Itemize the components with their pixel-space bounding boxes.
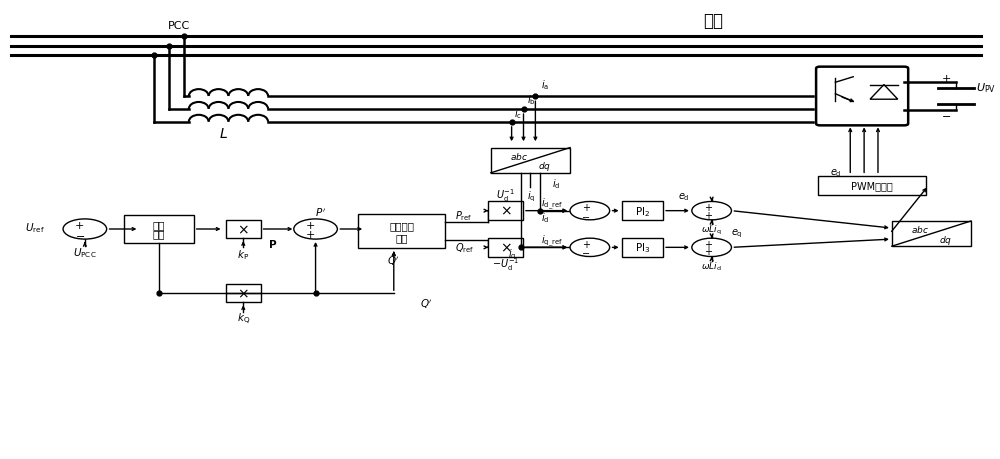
Text: $\mathrm{PI}_3$: $\mathrm{PI}_3$ bbox=[635, 241, 650, 255]
Text: $\times$: $\times$ bbox=[237, 223, 249, 236]
Text: $P'$: $P'$ bbox=[315, 206, 326, 218]
Bar bbox=[488, 239, 523, 257]
Text: $abc$: $abc$ bbox=[510, 151, 528, 162]
Text: PCC: PCC bbox=[168, 21, 190, 31]
Bar bbox=[226, 220, 261, 239]
Circle shape bbox=[570, 202, 610, 220]
Text: $e_{\rm q}$: $e_{\rm q}$ bbox=[731, 227, 742, 239]
Circle shape bbox=[692, 239, 731, 257]
Text: $Q'$: $Q'$ bbox=[387, 254, 400, 267]
Bar bbox=[358, 215, 445, 249]
Text: $P_{\rm ref}$: $P_{\rm ref}$ bbox=[455, 209, 473, 223]
Text: $-U_{\rm d}^{-1}$: $-U_{\rm d}^{-1}$ bbox=[492, 256, 519, 272]
Text: $i_{\rm q}$: $i_{\rm q}$ bbox=[508, 247, 517, 262]
Text: $U_{\rm PV}$: $U_{\rm PV}$ bbox=[976, 81, 996, 95]
Text: +: + bbox=[582, 202, 590, 213]
Text: $i_{\rm c}$: $i_{\rm c}$ bbox=[514, 107, 522, 121]
Circle shape bbox=[570, 239, 610, 257]
Text: $\mathbf{P}$: $\mathbf{P}$ bbox=[268, 237, 278, 249]
Bar bbox=[488, 202, 523, 220]
Circle shape bbox=[294, 219, 337, 240]
Text: $\times$: $\times$ bbox=[500, 204, 512, 218]
Text: $i_{\rm q}$: $i_{\rm q}$ bbox=[527, 189, 536, 203]
Text: $\omega L i_{\rm d}$: $\omega L i_{\rm d}$ bbox=[701, 260, 722, 272]
Text: $k_{\rm Q}$: $k_{\rm Q}$ bbox=[237, 311, 250, 326]
Bar bbox=[491, 148, 570, 174]
Text: $k_{\rm P}$: $k_{\rm P}$ bbox=[237, 248, 249, 262]
Bar bbox=[124, 216, 194, 243]
Text: $i_{\rm d}$: $i_{\rm d}$ bbox=[552, 177, 561, 190]
Text: $U_{\rm PCC}$: $U_{\rm PCC}$ bbox=[73, 246, 97, 259]
Text: 制动: 制动 bbox=[153, 220, 165, 230]
Bar bbox=[892, 222, 971, 246]
Text: $\times$: $\times$ bbox=[237, 286, 249, 301]
Text: $+$: $+$ bbox=[941, 73, 951, 84]
Text: $i_{\rm a}$: $i_{\rm a}$ bbox=[541, 78, 549, 92]
Text: 功率因数: 功率因数 bbox=[389, 221, 414, 231]
Text: $e_{\rm d}$: $e_{\rm d}$ bbox=[830, 167, 841, 178]
Text: +: + bbox=[704, 210, 712, 220]
Text: PWM发生器: PWM发生器 bbox=[851, 181, 893, 191]
Circle shape bbox=[692, 202, 731, 220]
Text: $\times$: $\times$ bbox=[500, 241, 512, 255]
Text: $Q'$: $Q'$ bbox=[420, 297, 433, 310]
Text: $dq$: $dq$ bbox=[939, 233, 952, 246]
Text: $Q_{\rm ref}$: $Q_{\rm ref}$ bbox=[455, 241, 474, 255]
Text: 重置: 重置 bbox=[395, 233, 408, 243]
Text: $dq$: $dq$ bbox=[538, 160, 551, 173]
Text: $abc$: $abc$ bbox=[911, 224, 929, 235]
Text: $i_{\rm b}$: $i_{\rm b}$ bbox=[527, 93, 536, 106]
Circle shape bbox=[63, 219, 107, 240]
Text: +: + bbox=[704, 239, 712, 249]
Text: $e_{\rm d}$: $e_{\rm d}$ bbox=[678, 190, 690, 202]
Text: $i_{\rm d}$: $i_{\rm d}$ bbox=[541, 211, 549, 225]
Text: $i_{\rm d\_ref}$: $i_{\rm d\_ref}$ bbox=[541, 197, 563, 212]
Text: +: + bbox=[75, 220, 85, 230]
Text: $-$: $-$ bbox=[75, 229, 85, 239]
Text: $i_{\rm q\_ref}$: $i_{\rm q\_ref}$ bbox=[541, 233, 563, 248]
Bar bbox=[818, 177, 926, 195]
Text: 电网: 电网 bbox=[704, 12, 724, 30]
Text: $-$: $-$ bbox=[581, 210, 590, 220]
Text: +: + bbox=[582, 239, 590, 249]
Text: $L$: $L$ bbox=[219, 126, 228, 140]
FancyBboxPatch shape bbox=[816, 67, 908, 126]
Text: +: + bbox=[704, 202, 712, 213]
Text: $\omega L i_{\rm q}$: $\omega L i_{\rm q}$ bbox=[701, 223, 722, 236]
Bar bbox=[622, 239, 663, 257]
Text: +: + bbox=[704, 247, 712, 257]
Text: $\mathrm{PI}_2$: $\mathrm{PI}_2$ bbox=[635, 204, 650, 218]
Text: $-$: $-$ bbox=[941, 110, 951, 120]
Text: 控制: 控制 bbox=[153, 229, 165, 239]
Text: +: + bbox=[306, 229, 315, 239]
Text: $U_{\rm ref}$: $U_{\rm ref}$ bbox=[25, 220, 45, 234]
Text: $-$: $-$ bbox=[581, 247, 590, 257]
Bar bbox=[226, 285, 261, 303]
Bar bbox=[622, 202, 663, 220]
Text: +: + bbox=[306, 220, 315, 230]
Text: $U_{\rm d}^{-1}$: $U_{\rm d}^{-1}$ bbox=[496, 187, 515, 203]
